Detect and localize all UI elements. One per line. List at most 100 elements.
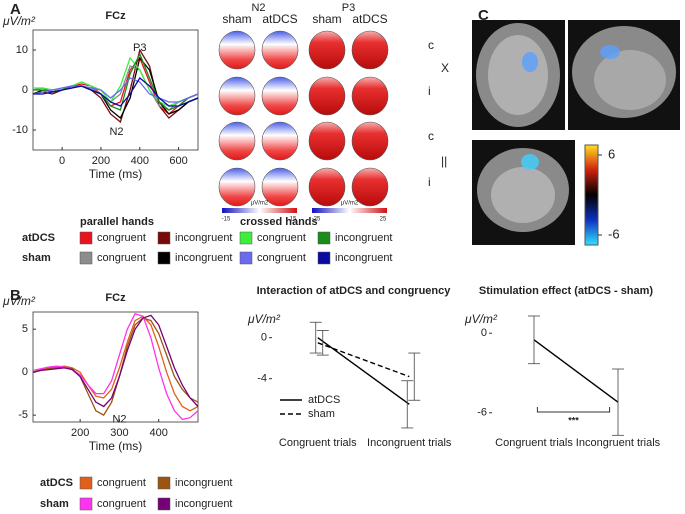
sagittal-brain-inner bbox=[594, 50, 666, 110]
legend-label: congruent bbox=[97, 232, 146, 244]
panel-label: A bbox=[10, 1, 21, 18]
condition-label: atDCS bbox=[262, 12, 297, 26]
legend-swatch bbox=[239, 231, 253, 245]
legend-label: atDCS bbox=[308, 394, 340, 406]
annotation: N2 bbox=[112, 413, 126, 425]
x-tick-label: Incongruent trials bbox=[576, 437, 661, 449]
x-tick-label: Congruent trials bbox=[495, 437, 573, 449]
legend-swatch bbox=[317, 231, 331, 245]
legend-swatch bbox=[157, 476, 171, 490]
condition-label: sham bbox=[312, 12, 341, 26]
x-axis-label: Time (ms) bbox=[89, 167, 143, 181]
row-label: i bbox=[428, 84, 431, 98]
series-line bbox=[533, 339, 619, 403]
x-tick-label: 600 bbox=[169, 155, 187, 167]
y-axis-label: μV/m² bbox=[247, 312, 281, 326]
legend-label: congruent bbox=[97, 252, 146, 264]
scalp-map bbox=[351, 30, 389, 70]
scalp-map bbox=[261, 121, 299, 161]
legend-swatch bbox=[79, 231, 93, 245]
legend-swatch bbox=[157, 251, 171, 265]
chart-title: FCz bbox=[105, 292, 126, 304]
scalp-map bbox=[308, 76, 346, 116]
condition-label: sham bbox=[222, 12, 251, 26]
x-tick-label: 400 bbox=[131, 155, 149, 167]
activation-blob bbox=[522, 52, 538, 72]
posture-label: X bbox=[441, 61, 449, 75]
activation-blob bbox=[600, 45, 620, 59]
y-axis-label: μV/m² bbox=[2, 14, 36, 28]
scalp-map bbox=[218, 167, 256, 207]
colorbar bbox=[312, 208, 387, 213]
x-tick-label: 200 bbox=[71, 427, 89, 439]
legend-label: incongruent bbox=[335, 252, 393, 264]
y-tick-label: 5 bbox=[22, 323, 28, 335]
colorbar-tick-label: -6 bbox=[608, 226, 620, 241]
legend-swatch bbox=[317, 251, 331, 265]
activation-blob bbox=[521, 154, 539, 170]
legend-label: sham bbox=[308, 408, 335, 420]
x-tick-label: Congruent trials bbox=[279, 437, 357, 449]
scalp-map bbox=[351, 76, 389, 116]
chart-title: Stimulation effect (atDCS - sham) bbox=[479, 285, 654, 297]
y-tick-label: 0 bbox=[22, 84, 28, 96]
chart-title: FCz bbox=[105, 10, 126, 22]
annotation: N2 bbox=[109, 126, 123, 138]
y-tick-label: 0 bbox=[481, 327, 487, 339]
series-line bbox=[32, 77, 199, 103]
legend-label: congruent bbox=[257, 232, 306, 244]
scalp-map bbox=[218, 76, 256, 116]
chart-title: Interaction of atDCS and congruency bbox=[257, 285, 452, 297]
scalp-map bbox=[261, 30, 299, 70]
legend-row: sham bbox=[40, 498, 69, 510]
colorbar-tick-label: -15 bbox=[222, 217, 231, 223]
colorbar-tick-label: 25 bbox=[380, 217, 387, 223]
colorbar-tick-label: -25 bbox=[312, 217, 321, 223]
y-tick-label: -4 bbox=[257, 373, 267, 385]
condition-label: atDCS bbox=[352, 12, 387, 26]
legend-label: congruent bbox=[257, 252, 306, 264]
legend-swatch bbox=[239, 251, 253, 265]
legend-swatch bbox=[79, 497, 93, 511]
annotation: P3 bbox=[133, 42, 146, 54]
colorbar-unit: μV/m2 bbox=[251, 201, 269, 207]
y-tick-label: 0 bbox=[22, 366, 28, 378]
y-tick-label: 10 bbox=[16, 44, 28, 56]
annotation: *** bbox=[568, 415, 579, 425]
x-tick-label: Incongruent trials bbox=[367, 437, 452, 449]
coronal-brain-inner bbox=[491, 167, 555, 223]
legend-row: sham bbox=[22, 252, 51, 264]
component-label: N2 bbox=[251, 2, 265, 14]
scalp-map bbox=[261, 76, 299, 116]
y-axis-label: μV/m² bbox=[2, 294, 36, 308]
x-tick-label: 300 bbox=[110, 427, 128, 439]
colorbar-tick-label: 6 bbox=[608, 146, 615, 161]
scalp-map bbox=[261, 167, 299, 207]
x-axis-label: Time (ms) bbox=[89, 439, 143, 453]
y-tick-label: -5 bbox=[18, 409, 28, 421]
x-tick-label: 0 bbox=[59, 155, 65, 167]
row-label: i bbox=[428, 175, 431, 189]
scalp-map bbox=[308, 30, 346, 70]
legend-label: congruent bbox=[97, 477, 146, 489]
row-label: c bbox=[428, 129, 434, 143]
scalp-map bbox=[218, 30, 256, 70]
series-line bbox=[317, 342, 410, 378]
scalp-map bbox=[308, 121, 346, 161]
axis-box bbox=[32, 311, 199, 423]
colorbar-tick-label: 15 bbox=[290, 217, 297, 223]
y-tick-label: -10 bbox=[12, 124, 28, 136]
legend-swatch bbox=[79, 476, 93, 490]
y-tick-label: 0 bbox=[261, 332, 267, 344]
legend-label: incongruent bbox=[335, 232, 393, 244]
legend-row: atDCS bbox=[40, 477, 73, 489]
scalp-map bbox=[351, 121, 389, 161]
colorbar-unit: μV/m2 bbox=[341, 201, 359, 207]
legend-label: incongruent bbox=[175, 498, 233, 510]
scalp-map bbox=[351, 167, 389, 207]
panel-label: C bbox=[478, 7, 489, 24]
axial-brain-inner bbox=[488, 35, 548, 115]
colorbar bbox=[584, 144, 599, 246]
colorbar bbox=[222, 208, 297, 213]
